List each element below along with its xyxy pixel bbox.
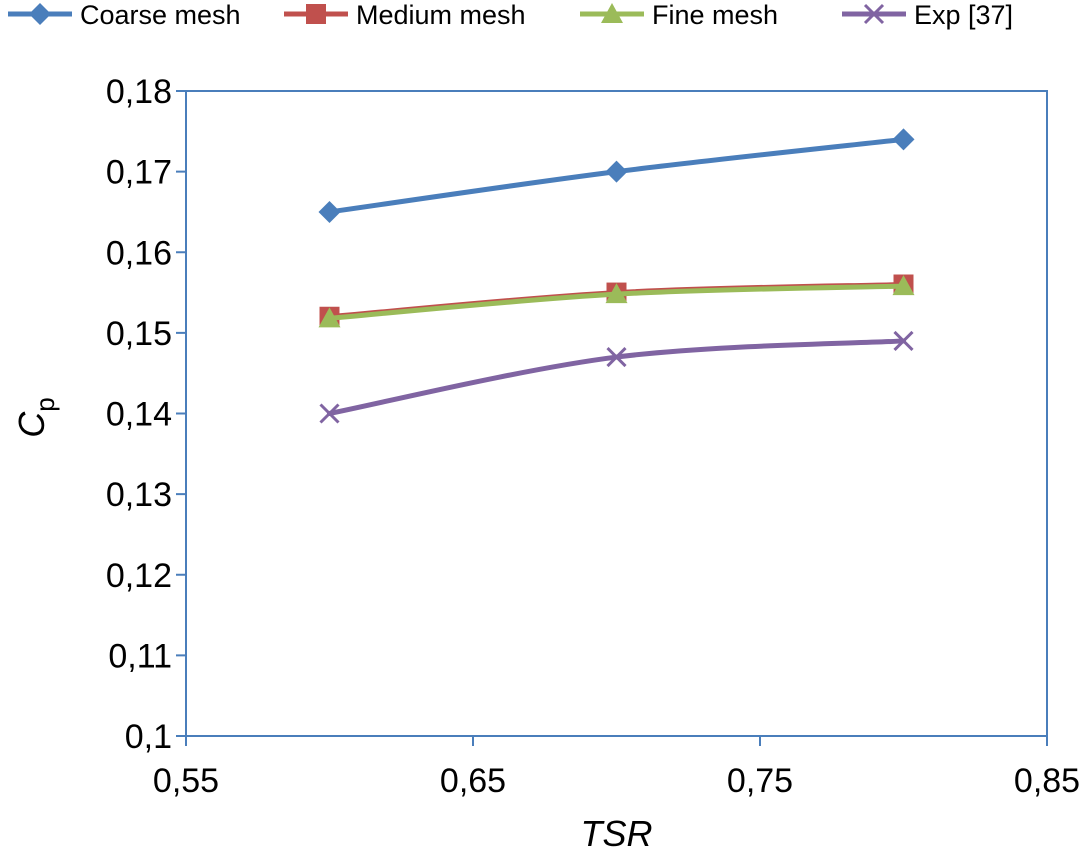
- data-point-exp-37: [893, 330, 914, 351]
- series-exp-37: [319, 330, 914, 424]
- y-axis: 0,1 0,11 0,12 0,13 0,14 0,15 0,16 0,17 0,18: [106, 73, 187, 756]
- data-point-coarse-mesh: [318, 200, 341, 223]
- y-tick-label: 0,17: [106, 154, 172, 192]
- y-tick-label: 0,16: [106, 234, 172, 272]
- legend-marker: [29, 3, 51, 25]
- legend-marker: [863, 3, 885, 25]
- series-coarse-mesh: [318, 128, 915, 223]
- data-point-fine-mesh: [892, 275, 915, 296]
- data-point-fine-mesh: [605, 283, 628, 304]
- x-tick-label: 0,75: [727, 762, 793, 800]
- y-tick-label: 0,11: [108, 637, 172, 675]
- series-fine-mesh: [318, 275, 915, 328]
- x-tick-label: 0,55: [153, 762, 219, 800]
- x-axis-title: TSR: [581, 813, 653, 854]
- legend-item-fine-mesh: Fine mesh: [580, 0, 778, 30]
- y-tick-label: 0,1: [125, 718, 172, 756]
- y-axis-title: Cp: [11, 397, 60, 437]
- legend-label: Coarse mesh: [80, 0, 241, 30]
- y-tick-label: 0,15: [106, 315, 172, 353]
- legend-marker: [306, 4, 326, 24]
- legend: Coarse mesh Medium mesh Fine mesh Exp [37]: [8, 0, 1013, 30]
- legend-marker: [601, 3, 623, 23]
- legend-label: Exp [37]: [914, 0, 1013, 30]
- series-line-exp-37: [327, 338, 906, 416]
- data-point-coarse-mesh: [605, 160, 628, 183]
- data-point-exp-37: [606, 347, 627, 368]
- x-axis: 0,55 0,65 0,75 0,85: [153, 735, 1080, 800]
- data-point-coarse-mesh: [892, 128, 915, 151]
- data-point-fine-mesh: [318, 307, 341, 328]
- series-layer: [318, 128, 915, 424]
- legend-label: Medium mesh: [356, 0, 526, 30]
- plot-area-frame: [185, 90, 1048, 737]
- x-tick-label: 0,85: [1014, 762, 1080, 800]
- y-axis-title-main: C: [11, 411, 52, 438]
- y-tick-label: 0,18: [106, 73, 172, 111]
- legend-label: Fine mesh: [652, 0, 778, 30]
- y-tick-label: 0,12: [106, 557, 172, 595]
- legend-item-coarse-mesh: Coarse mesh: [8, 0, 241, 30]
- y-axis-title-subscript: p: [30, 397, 60, 411]
- y-tick-label: 0,13: [106, 476, 172, 514]
- legend-item-medium-mesh: Medium mesh: [284, 0, 526, 30]
- data-point-exp-37: [319, 403, 340, 424]
- y-tick-label: 0,14: [106, 396, 172, 434]
- x-tick-label: 0,65: [440, 762, 506, 800]
- legend-item-exp-37: Exp [37]: [842, 0, 1013, 30]
